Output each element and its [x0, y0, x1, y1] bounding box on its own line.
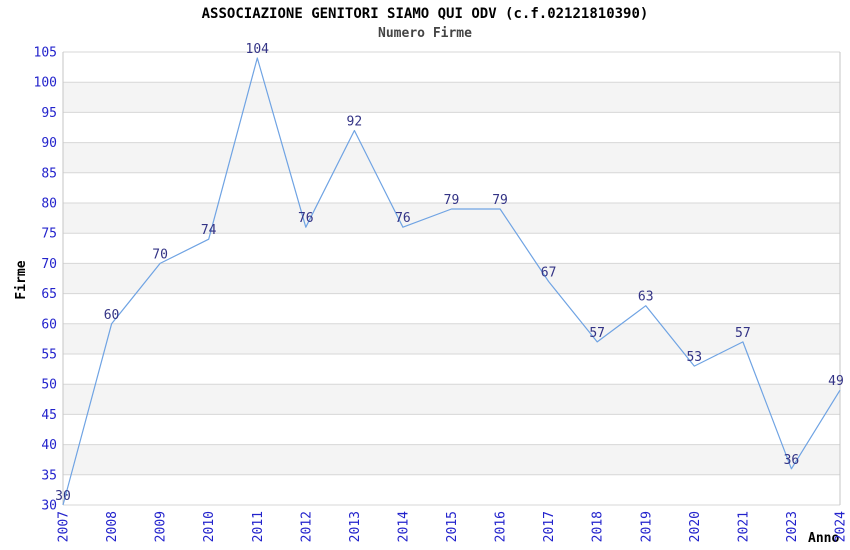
x-tick-label: 2011 — [251, 511, 266, 542]
y-tick-label: 75 — [41, 227, 57, 242]
data-point-label: 76 — [298, 211, 314, 226]
y-tick-label: 50 — [41, 378, 57, 393]
y-tick-label: 95 — [41, 106, 57, 121]
y-tick-label: 70 — [41, 257, 57, 272]
series-line — [62, 57, 841, 506]
y-tick-label: 85 — [41, 166, 57, 181]
y-tick-label: 30 — [41, 499, 57, 514]
plot-band — [63, 444, 840, 475]
x-tick-label: 2019 — [639, 511, 654, 542]
data-point-label: 60 — [104, 308, 120, 323]
plot-band — [63, 384, 840, 415]
x-tick-label: 2016 — [494, 511, 509, 542]
x-tick-label: 2014 — [396, 511, 411, 542]
y-tick-label: 90 — [41, 136, 57, 151]
y-tick-label: 60 — [41, 317, 57, 332]
x-axis-title: Anno — [808, 531, 840, 546]
plot-band — [63, 203, 840, 234]
chart-title: ASSOCIAZIONE GENITORI SIAMO QUI ODV (c.f… — [201, 6, 649, 22]
data-point-label: 70 — [152, 247, 168, 262]
y-tick-label: 100 — [34, 76, 57, 91]
data-point-label: 36 — [784, 453, 800, 468]
data-point-label: 53 — [686, 350, 702, 365]
data-point-label: 79 — [492, 193, 508, 208]
data-point-label: 92 — [347, 115, 363, 130]
data-point-label: 57 — [735, 326, 751, 341]
y-tick-label: 65 — [41, 287, 57, 302]
plot-band — [63, 323, 840, 354]
x-tick-label: 2024 — [834, 511, 849, 542]
chart-subtitle: Numero Firme — [378, 26, 472, 41]
data-point-label: 79 — [444, 193, 460, 208]
x-tick-label: 2017 — [542, 511, 557, 542]
plot-band — [63, 142, 840, 173]
data-point-label: 74 — [201, 223, 217, 238]
plot-band — [63, 82, 840, 113]
x-tick-label: 2013 — [348, 511, 363, 542]
y-tick-label: 45 — [41, 408, 57, 423]
data-point-label: 49 — [828, 374, 844, 389]
data-point-label: 67 — [541, 266, 557, 281]
x-tick-label: 2021 — [736, 511, 751, 542]
x-tick-label: 2023 — [785, 511, 800, 542]
x-tick-label: 2020 — [688, 511, 703, 542]
x-tick-label: 2009 — [154, 511, 169, 542]
data-point-label: 63 — [638, 290, 654, 305]
data-point-label: 30 — [55, 489, 71, 504]
y-tick-label: 40 — [41, 438, 57, 453]
y-tick-label: 105 — [34, 46, 57, 61]
y-tick-label: 35 — [41, 468, 57, 483]
x-tick-label: 2010 — [202, 511, 217, 542]
x-tick-label: 2012 — [299, 511, 314, 542]
plot-band — [63, 263, 840, 294]
data-point-label: 104 — [246, 42, 270, 57]
x-tick-label: 2018 — [591, 511, 606, 542]
y-tick-label: 80 — [41, 197, 57, 212]
data-point-label: 57 — [589, 326, 605, 341]
x-tick-label: 2015 — [445, 511, 460, 542]
x-tick-label: 2008 — [105, 511, 120, 542]
data-point-label: 76 — [395, 211, 411, 226]
y-tick-label: 55 — [41, 348, 57, 363]
x-tick-label: 2007 — [57, 511, 72, 542]
